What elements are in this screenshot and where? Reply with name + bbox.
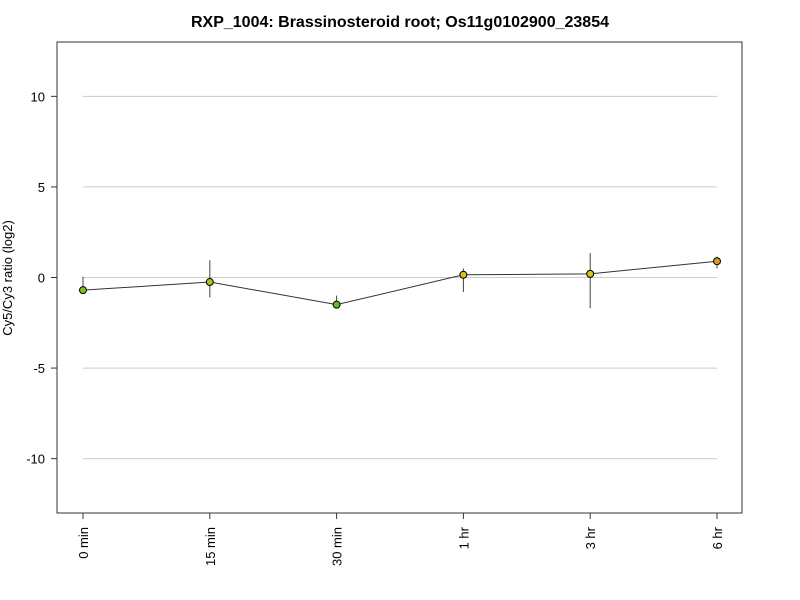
- series-line: [82, 260, 718, 306]
- data-point: [79, 286, 87, 295]
- y-tick-label: 0: [38, 271, 45, 286]
- data-point: [586, 269, 595, 278]
- x-tick-label: 30 min: [330, 527, 345, 566]
- data-point: [459, 270, 468, 279]
- grid-lines: [83, 95, 717, 460]
- y-tick-label: -10: [26, 452, 45, 467]
- x-tick-label: 0 min: [76, 527, 91, 559]
- data-point: [713, 257, 721, 266]
- y-tick-label: -5: [33, 361, 45, 376]
- data-point: [332, 300, 341, 309]
- x-axis: 0 min 15 min 30 min 1 hr 3 hr 6 hr: [76, 513, 725, 566]
- y-axis: -10 -5 0 5 10: [26, 89, 57, 467]
- data-point: [205, 278, 214, 287]
- x-tick-label: 3 hr: [583, 526, 598, 549]
- x-tick-label: 6 hr: [710, 526, 725, 549]
- error-bars: [82, 253, 718, 309]
- chart-title: RXP_1004: Brassinosteroid root; Os11g010…: [191, 14, 609, 31]
- x-tick-label: 15 min: [203, 527, 218, 566]
- y-tick-label: 10: [31, 89, 45, 104]
- y-tick-label: 5: [38, 180, 45, 195]
- y-axis-label: Cy5/Cy3 ratio (log2): [0, 220, 15, 336]
- data-points: [79, 257, 721, 309]
- x-tick-label: 1 hr: [456, 526, 471, 549]
